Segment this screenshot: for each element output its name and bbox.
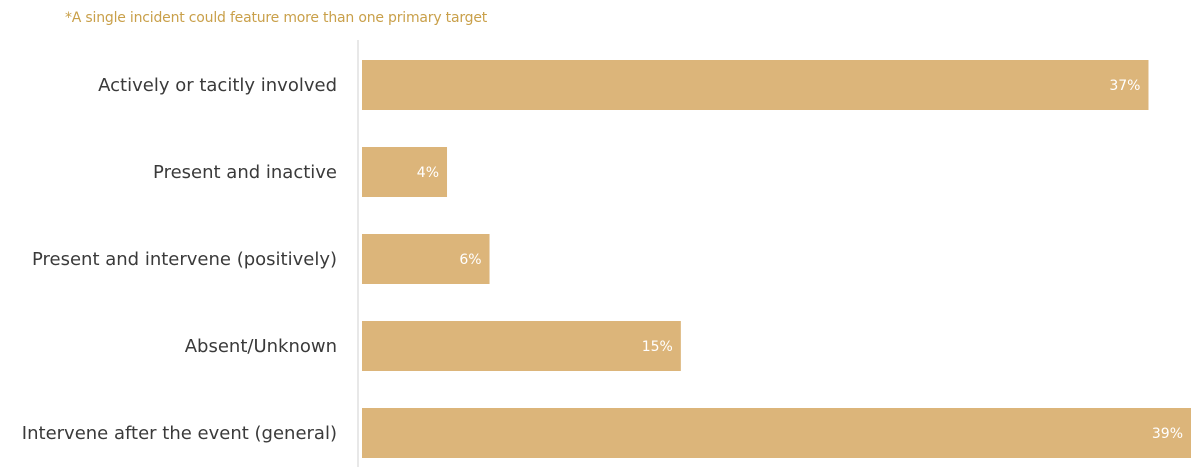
value-label-0: 37%: [1109, 78, 1140, 94]
value-label-2: 6%: [459, 252, 481, 268]
category-label-2: Present and intervene (positively): [32, 249, 337, 270]
category-label-0: Actively or tacitly involved: [98, 75, 337, 96]
category-label-4: Intervene after the event (general): [22, 423, 337, 444]
bar-0: [362, 60, 1149, 110]
bars-group: [362, 60, 1191, 458]
category-label-1: Present and inactive: [153, 162, 337, 183]
value-label-1: 4%: [417, 165, 439, 181]
value-label-3: 15%: [642, 339, 673, 355]
bar-3: [362, 321, 681, 371]
value-label-4: 39%: [1152, 426, 1183, 442]
category-label-3: Absent/Unknown: [185, 336, 337, 357]
category-labels-group: Actively or tacitly involved Present and …: [22, 75, 337, 444]
bar-2: [362, 234, 490, 284]
value-labels-group: 37% 4% 6% 15% 39%: [417, 78, 1183, 442]
chart-footnote: *A single incident could feature more th…: [65, 10, 488, 26]
bar-1: [362, 147, 448, 197]
bar-4: [362, 408, 1191, 458]
